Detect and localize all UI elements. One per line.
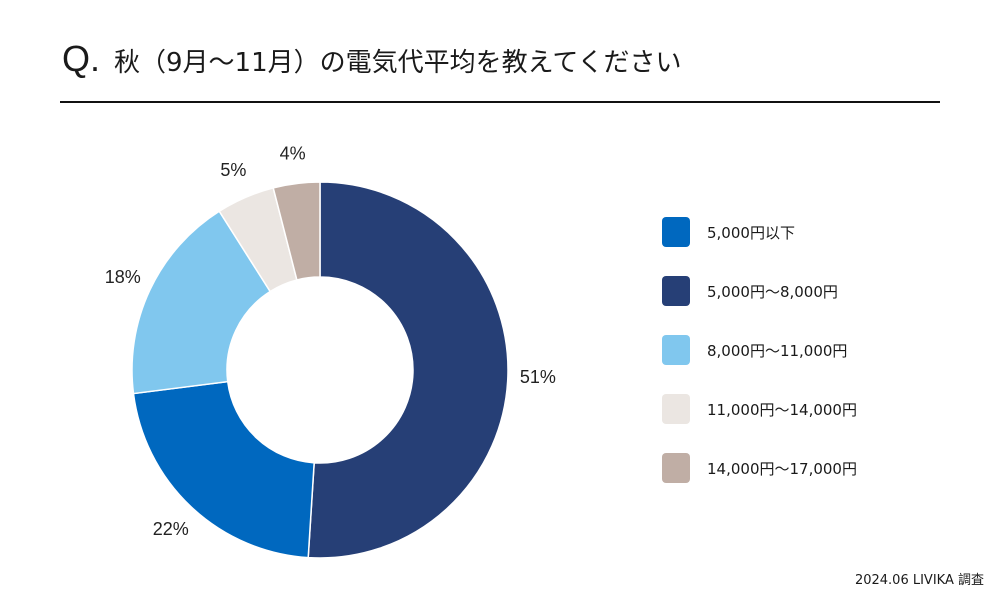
donut-slice xyxy=(307,181,509,559)
legend-swatch xyxy=(662,453,690,483)
legend-swatch xyxy=(662,335,690,365)
slice-value-label: 4% xyxy=(280,144,306,164)
slice-value-label: 22% xyxy=(153,519,189,539)
chart-legend: 5,000円以下 5,000円〜8,000円 8,000円〜11,000円 11… xyxy=(662,217,857,512)
donut-slice xyxy=(132,380,315,559)
question-mark-label: Q. xyxy=(62,38,101,79)
legend-swatch xyxy=(662,276,690,306)
donut-slice xyxy=(272,181,321,281)
legend-item: 5,000円〜8,000円 xyxy=(662,276,857,306)
legend-label: 5,000円以下 xyxy=(707,223,795,242)
legend-item: 14,000円〜17,000円 xyxy=(662,453,857,483)
legend-item: 5,000円以下 xyxy=(662,217,857,247)
legend-label: 14,000円〜17,000円 xyxy=(707,459,857,478)
page-title: 秋（9月〜11月）の電気代平均を教えてください xyxy=(114,48,682,78)
title-divider xyxy=(60,101,940,103)
donut-slice xyxy=(131,210,272,395)
legend-item: 11,000円〜14,000円 xyxy=(662,394,857,424)
legend-swatch xyxy=(662,394,690,424)
legend-item: 8,000円〜11,000円 xyxy=(662,335,857,365)
slice-value-label: 5% xyxy=(220,160,246,180)
source-note: 2024.06 LIVIKA 調査 xyxy=(854,573,984,588)
slice-value-label: 51% xyxy=(520,367,556,387)
legend-label: 11,000円〜14,000円 xyxy=(707,400,857,419)
legend-swatch xyxy=(662,217,690,247)
legend-label: 8,000円〜11,000円 xyxy=(707,341,848,360)
title-row: Q. 秋（9月〜11月）の電気代平均を教えてください xyxy=(62,38,682,80)
legend-label: 5,000円〜8,000円 xyxy=(707,282,838,301)
slice-value-label: 18% xyxy=(105,267,141,287)
